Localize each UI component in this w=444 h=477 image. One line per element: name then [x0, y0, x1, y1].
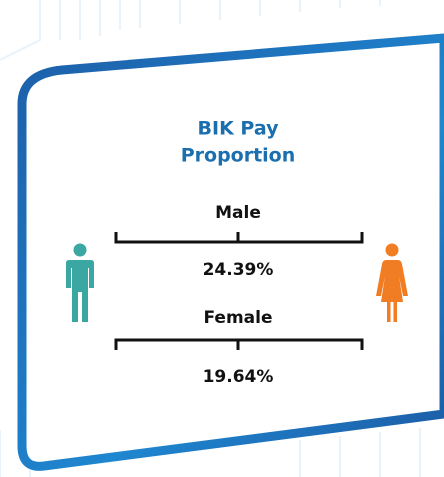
group-value: 24.39% — [203, 260, 274, 280]
group-value: 19.64% — [203, 367, 274, 387]
title-line: Proportion — [181, 145, 296, 167]
background-pattern — [0, 0, 421, 477]
group-label: Male — [215, 203, 261, 223]
female-icon — [376, 243, 408, 322]
bracket — [114, 338, 364, 350]
title-line: BIK Pay — [198, 118, 280, 140]
male-icon — [66, 243, 94, 322]
bracket — [114, 232, 364, 244]
group-label: Female — [204, 308, 273, 328]
card — [17, 33, 444, 471]
